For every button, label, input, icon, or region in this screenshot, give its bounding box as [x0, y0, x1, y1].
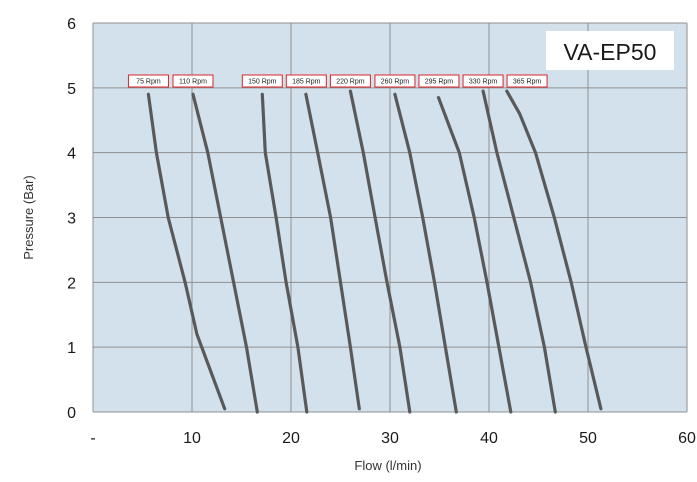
x-axis-label: Flow (l/min): [354, 458, 421, 473]
series-curve: [191, 92, 259, 414]
x-tick-label: -: [90, 430, 95, 447]
x-tick-label: 50: [579, 430, 597, 447]
series-label: 75 Rpm: [136, 79, 161, 86]
y-tick-label: 3: [67, 211, 76, 228]
series-label: 220 Rpm: [336, 79, 365, 86]
series-label-box: [285, 74, 327, 88]
y-tick-label: 5: [67, 81, 76, 98]
series-label-box: [506, 74, 548, 88]
y-tick-label: 0: [67, 405, 76, 422]
series-curve: [348, 89, 412, 414]
chart-title: VA-EP50: [564, 39, 657, 65]
series-labels: 75 Rpm 110 Rpm 150 Rpm 185 Rpm 220 Rpm 260 Rp…: [127, 74, 548, 88]
x-tick-label: 60: [678, 430, 696, 447]
series-curve: [393, 92, 458, 414]
series-label: 295 Rpm: [425, 79, 454, 86]
series-label-box: [418, 74, 460, 88]
series-label-box: [172, 74, 214, 88]
series-label: 330 Rpm: [469, 79, 498, 86]
series-label-box: [374, 74, 416, 88]
x-tick-label: 30: [381, 430, 399, 447]
grid: [92, 22, 688, 413]
y-tick-label: 1: [67, 340, 76, 357]
series-curve: [260, 92, 309, 414]
x-tick-label: 20: [282, 430, 300, 447]
series-label: 150 Rpm: [248, 79, 277, 86]
y-tick-label: 6: [67, 16, 76, 33]
x-tick-labels: - 10 20 30 40 50 60: [90, 430, 696, 447]
series-label: 260 Rpm: [381, 79, 410, 86]
y-tick-label: 2: [67, 275, 76, 292]
series-label: 110 Rpm: [179, 79, 207, 86]
series-curve: [146, 92, 227, 411]
chart-title-background: [546, 31, 674, 70]
series-curve: [436, 96, 513, 414]
series-curve: [304, 92, 361, 411]
y-tick-labels: 0 1 2 3 4 5 6: [67, 16, 76, 422]
x-tick-label: 10: [183, 430, 201, 447]
series-curve: [481, 89, 557, 414]
y-axis-label: Pressure (Bar): [21, 175, 36, 260]
chart-title-box: VA-EP50: [546, 31, 674, 70]
y-tick-label: 4: [67, 146, 76, 163]
series-label: 185 Rpm: [292, 79, 321, 86]
series-label-box: [329, 74, 371, 88]
series-label-box: [241, 74, 283, 88]
series-curve: [505, 89, 603, 411]
curves: [146, 89, 603, 414]
series-label-box: [127, 74, 169, 88]
series-label: 365 Rpm: [513, 79, 542, 86]
x-tick-label: 40: [480, 430, 498, 447]
series-label-box: [462, 74, 504, 88]
